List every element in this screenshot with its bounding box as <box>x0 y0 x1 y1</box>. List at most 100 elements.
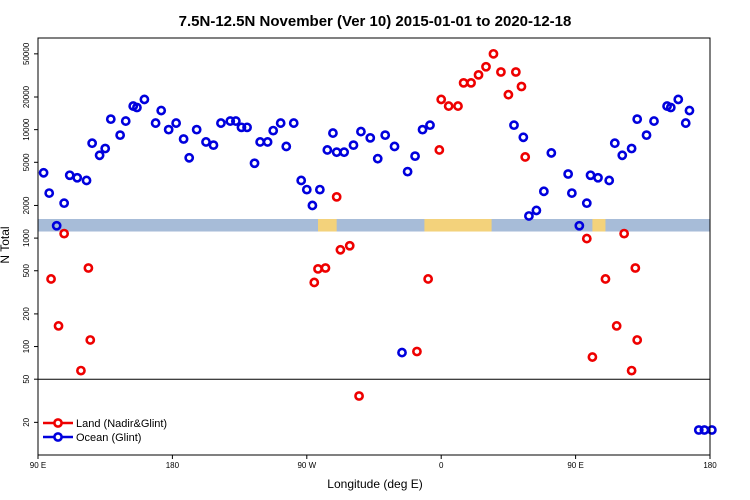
ocean-point <box>546 148 557 158</box>
land-point <box>600 274 611 284</box>
ocean-point <box>288 118 299 128</box>
y-tick-label: 500 <box>22 264 31 278</box>
y-tick-label: 20 <box>22 417 31 426</box>
ocean-point <box>236 122 247 133</box>
ocean-point <box>255 137 266 147</box>
ocean-point <box>171 118 182 128</box>
ocean-point <box>397 347 407 358</box>
ocean-point <box>184 152 195 163</box>
ocean-point <box>81 175 92 186</box>
ocean-point <box>693 425 704 435</box>
land-point <box>466 77 476 88</box>
land-point <box>434 145 445 155</box>
map-band-ocean <box>38 219 710 232</box>
land-point <box>59 228 70 239</box>
map-band-land <box>424 219 492 232</box>
land-point <box>335 244 346 255</box>
y-axis-label: N Total <box>0 226 12 263</box>
land-point <box>85 335 96 345</box>
x-tick-label: 180 <box>703 461 717 470</box>
y-tick-label: 2000 <box>22 196 31 214</box>
ocean-point <box>372 153 383 164</box>
ocean-point <box>115 130 126 141</box>
land-point <box>331 191 342 202</box>
ocean-point <box>673 94 684 105</box>
ocean-point <box>242 122 252 133</box>
ocean-point <box>296 175 307 186</box>
axes: 90 E 180 90 W 0 90 E 180 20 50 100 200 500 1000 2000… <box>22 42 717 470</box>
ocean-point <box>531 205 542 216</box>
legend-label: Ocean (Glint) <box>76 432 141 444</box>
ocean-point <box>348 140 359 151</box>
ocean-point <box>322 145 333 155</box>
ocean-point <box>139 94 150 105</box>
y-tick-label: 50 <box>22 374 31 383</box>
plot-frame <box>37 37 711 456</box>
land-point <box>510 67 521 77</box>
ocean-point <box>301 184 312 195</box>
land-point <box>309 277 320 288</box>
land-point <box>488 48 499 59</box>
legend-label: Land (Nadir&Glint) <box>76 418 167 430</box>
y-tick-label: 5000 <box>22 153 31 171</box>
land-point <box>344 240 355 251</box>
land-point <box>354 391 364 401</box>
ocean-point <box>94 150 105 161</box>
map-band-land <box>592 219 606 232</box>
ocean-series <box>38 94 717 435</box>
ocean-point <box>105 114 116 125</box>
ocean-point <box>201 137 211 147</box>
x-tick-label: 90 E <box>30 461 46 470</box>
land-point <box>46 274 56 284</box>
land-point <box>412 346 422 357</box>
ocean-point <box>417 124 428 135</box>
ocean-point <box>706 425 717 435</box>
land-point <box>516 81 527 92</box>
land-point <box>481 61 491 72</box>
land-point <box>587 352 598 362</box>
land-point <box>320 263 331 273</box>
y-tick-label: 20000 <box>22 85 31 108</box>
land-point <box>453 101 463 111</box>
ocean-point <box>574 220 585 231</box>
ocean-point <box>684 105 695 116</box>
ocean-point <box>389 141 400 152</box>
ocean-point <box>524 211 534 221</box>
land-point <box>630 263 641 273</box>
ocean-point <box>328 128 338 138</box>
ocean-point <box>163 124 174 135</box>
x-axis-label: Longitude (deg E) <box>327 477 422 491</box>
land-point <box>626 365 637 376</box>
ocean-point <box>699 425 710 435</box>
ocean-point <box>44 188 55 198</box>
ocean-point <box>563 169 574 179</box>
ocean-point <box>581 198 592 209</box>
legend: Land (Nadir&Glint) Ocean (Glint) <box>43 418 167 444</box>
land-point <box>76 365 86 376</box>
ocean-point <box>120 116 131 126</box>
chart-title: 7.5N-12.5N November (Ver 10) 2015-01-01 … <box>179 13 572 30</box>
land-point <box>619 228 630 239</box>
land-series <box>46 48 643 401</box>
ocean-point <box>132 102 142 113</box>
ocean-point <box>617 150 628 161</box>
ocean-point <box>380 130 391 141</box>
x-tick-label: 90 W <box>297 461 316 470</box>
y-tick-label: 1000 <box>22 229 31 247</box>
ocean-point <box>59 198 70 209</box>
land-point <box>313 263 323 274</box>
land-point <box>83 263 94 273</box>
ocean-point <box>518 132 529 143</box>
land-point <box>436 94 447 105</box>
ocean-point <box>178 134 189 144</box>
ocean-point <box>641 130 652 141</box>
map-band-land <box>318 219 337 232</box>
ocean-point <box>72 172 83 183</box>
ocean-point <box>665 102 676 113</box>
land-point <box>53 321 64 331</box>
y-tick-label: 10000 <box>22 118 31 141</box>
land-point <box>581 233 592 244</box>
ocean-point <box>191 124 202 135</box>
land-point <box>458 77 469 88</box>
